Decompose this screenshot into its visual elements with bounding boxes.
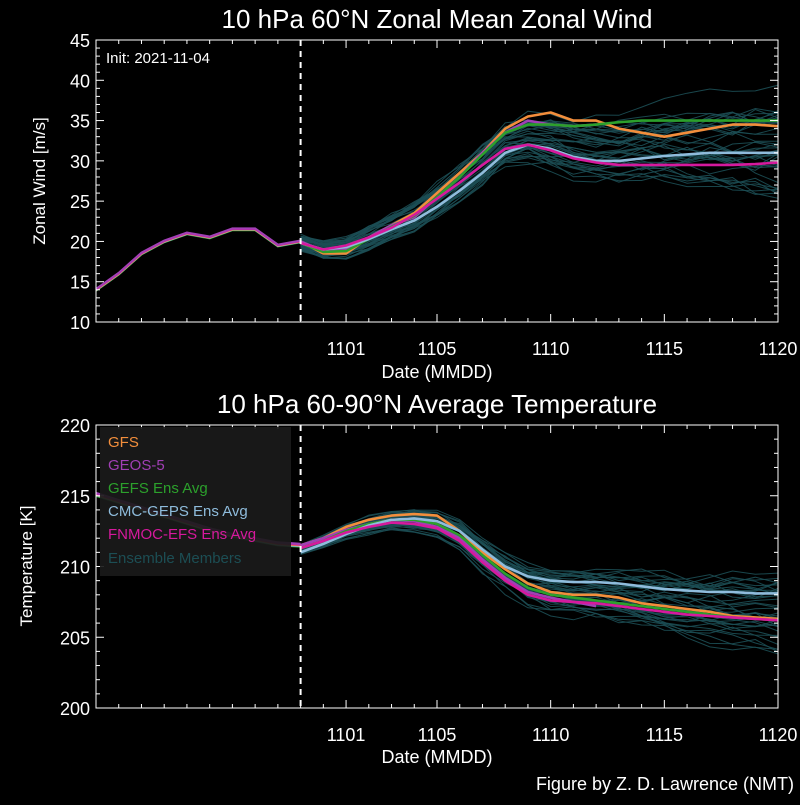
zonal-wind-series: [299, 111, 779, 255]
zonal-wind-x-axis-label: Date (MMDD): [382, 362, 493, 382]
legend-entry-gfs: GFS: [108, 434, 139, 451]
x-tick-label: 1101: [327, 725, 366, 745]
y-tick-label: 30: [70, 152, 90, 172]
y-tick-label: 210: [60, 558, 90, 578]
series-line-fnmoc-efs-ens-avg: [300, 521, 779, 622]
temperature-x-axis-label: Date (MMDD): [382, 747, 493, 767]
temperature-title: 10 hPa 60-90°N Average Temperature: [217, 389, 657, 419]
y-tick-label: 35: [70, 112, 90, 132]
ensemble-member-line: [300, 153, 779, 257]
y-tick-label: 10: [70, 313, 90, 333]
x-tick-label: 1101: [327, 339, 366, 359]
temperature-panel: 10 hPa 60-90°N Average Temperature Tempe…: [17, 389, 797, 767]
ensemble-member-line: [300, 131, 779, 246]
y-tick-label: 40: [70, 71, 90, 91]
legend-entry-cmc-geps: CMC-GEPS Ens Avg: [108, 503, 248, 520]
y-tick-label: 200: [60, 699, 90, 719]
zonal-wind-panel: 10 hPa 60°N Zonal Mean Zonal Wind Zonal …: [30, 4, 797, 382]
ensemble-member-line: [300, 125, 779, 242]
ensemble-member-line: [300, 515, 779, 591]
x-tick-label: 1115: [646, 339, 683, 359]
ensemble-member-line: [300, 519, 779, 619]
y-tick-label: 220: [60, 416, 90, 436]
temperature-ensemble-members: [300, 509, 779, 655]
zonal-wind-y-axis-label: Zonal Wind [m/s]: [30, 117, 49, 245]
series-line-gfs: [300, 512, 779, 621]
series-line-fnmoc-efs-ens-avg: [300, 143, 779, 251]
temperature-series: [300, 512, 779, 622]
x-tick-label: 1105: [418, 339, 457, 359]
legend: GFS GEOS-5 GEFS Ens Avg CMC-GEPS Ens Avg…: [100, 427, 291, 576]
analysis-line: [95, 227, 301, 290]
zonal-wind-ticks: 1101 1105 1110 1115 1120 10 15 20 25 30 35 40 45: [70, 31, 797, 359]
x-tick-label: 1120: [759, 339, 798, 359]
ensemble-member-line: [300, 529, 779, 653]
x-tick-label: 1110: [532, 725, 569, 745]
ensemble-member-line: [300, 119, 779, 243]
y-tick-label: 45: [70, 31, 90, 51]
legend-entry-gefs: GEFS Ens Avg: [108, 480, 208, 497]
legend-entry-fnmoc-efs: FNMOC-EFS Ens Avg: [108, 526, 256, 543]
y-tick-label: 205: [60, 628, 90, 648]
temperature-y-axis-label: Temperature [K]: [17, 506, 36, 627]
legend-entry-geos5: GEOS-5: [108, 457, 165, 474]
temperature-ticks: 1101 1105 1110 1115 1120 200 205 210 215 220: [60, 416, 797, 745]
legend-box: [100, 427, 291, 576]
series-line-cmc-geps-ens-avg: [300, 517, 778, 595]
y-tick-label: 20: [70, 232, 90, 252]
x-tick-label: 1120: [759, 725, 798, 745]
y-tick-label: 15: [70, 273, 90, 293]
ensemble-member-line: [300, 511, 779, 587]
x-tick-label: 1115: [646, 725, 683, 745]
zonal-wind-ensemble-members: [300, 84, 779, 260]
ensemble-member-line: [300, 147, 779, 255]
figure-credit: Figure by Z. D. Lawrence (NMT): [536, 774, 794, 794]
init-date-label: Init: 2021-11-04: [106, 50, 210, 67]
x-tick-label: 1110: [532, 339, 569, 359]
x-tick-label: 1105: [418, 725, 457, 745]
zonal-wind-analysis: [95, 227, 301, 292]
zonal-wind-title: 10 hPa 60°N Zonal Mean Zonal Wind: [222, 4, 653, 34]
y-tick-label: 25: [70, 192, 90, 212]
y-tick-label: 215: [60, 487, 90, 507]
legend-entry-ensemble: Ensemble Members: [108, 550, 241, 567]
